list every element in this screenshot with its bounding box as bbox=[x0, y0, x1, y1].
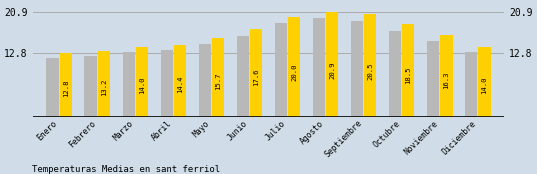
Text: 17.6: 17.6 bbox=[253, 69, 259, 86]
Bar bbox=[389, 31, 401, 117]
Bar bbox=[199, 44, 211, 117]
Bar bbox=[364, 14, 376, 117]
Bar bbox=[465, 52, 477, 117]
Bar bbox=[98, 51, 110, 117]
Text: 13.2: 13.2 bbox=[101, 79, 107, 96]
Text: 18.5: 18.5 bbox=[405, 67, 411, 84]
Bar bbox=[402, 24, 415, 117]
Bar bbox=[440, 35, 453, 117]
Bar bbox=[46, 58, 59, 117]
Text: 12.8: 12.8 bbox=[63, 80, 69, 97]
Text: Temperaturas Medias en sant ferriol: Temperaturas Medias en sant ferriol bbox=[32, 165, 220, 174]
Bar bbox=[84, 56, 97, 117]
Bar bbox=[161, 50, 173, 117]
Bar bbox=[250, 29, 262, 117]
Bar bbox=[212, 38, 224, 117]
Text: 20.9: 20.9 bbox=[329, 61, 335, 79]
Text: 14.0: 14.0 bbox=[482, 77, 488, 94]
Text: 20.0: 20.0 bbox=[291, 63, 297, 81]
Bar bbox=[275, 23, 287, 117]
Text: 20.5: 20.5 bbox=[367, 62, 373, 80]
Bar bbox=[427, 41, 439, 117]
Bar bbox=[60, 53, 72, 117]
Text: 14.0: 14.0 bbox=[139, 77, 145, 94]
Text: 15.7: 15.7 bbox=[215, 73, 221, 90]
Text: 14.4: 14.4 bbox=[177, 76, 183, 93]
Text: 16.3: 16.3 bbox=[444, 72, 449, 89]
Bar bbox=[288, 17, 300, 117]
Bar bbox=[313, 18, 325, 117]
Bar bbox=[174, 45, 186, 117]
Bar bbox=[351, 21, 363, 117]
Bar bbox=[478, 47, 491, 117]
Bar bbox=[326, 12, 338, 117]
Bar bbox=[136, 47, 148, 117]
Bar bbox=[237, 36, 249, 117]
Bar bbox=[122, 52, 135, 117]
